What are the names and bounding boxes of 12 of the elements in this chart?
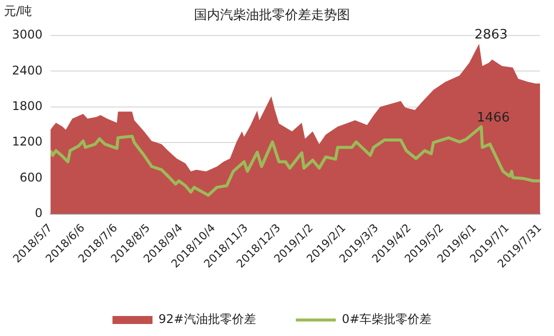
y-tick-label: 1200 — [12, 134, 43, 149]
annotation: 2863 — [474, 28, 508, 43]
y-tick-label: 600 — [20, 170, 43, 184]
y-tick-label: 3000 — [12, 28, 43, 42]
legend-label: 92#汽油批零价差 — [158, 312, 256, 326]
y-tick-label: 2400 — [12, 63, 43, 78]
annotation: 1466 — [476, 110, 510, 126]
y-axis-title: 元/吨 — [4, 4, 32, 18]
chart-title: 国内汽柴油批零价差走势图 — [194, 8, 350, 24]
legend-label: 0#车柴批零价差 — [342, 312, 432, 326]
y-tick-label: 1800 — [12, 99, 43, 113]
y-tick-label: 0 — [34, 206, 43, 220]
